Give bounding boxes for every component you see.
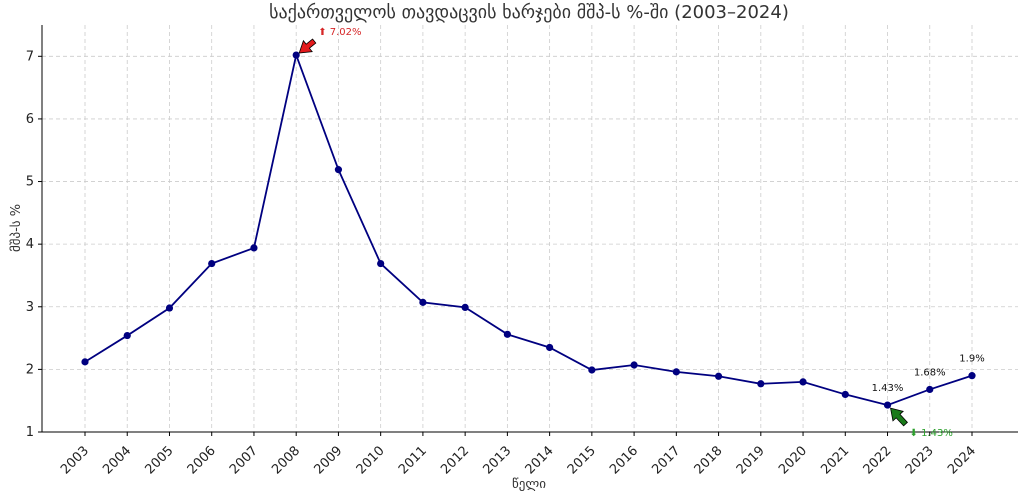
x-tick-label: 2024 xyxy=(945,443,979,477)
x-tick-label: 2006 xyxy=(185,443,219,477)
x-tick-label: 2013 xyxy=(480,443,514,477)
y-tick-label: 4 xyxy=(26,237,34,252)
x-tick-label: 2017 xyxy=(649,443,683,477)
y-tick-label: 1 xyxy=(26,425,34,440)
y-tick-label: 6 xyxy=(26,112,34,127)
x-tick-label: 2014 xyxy=(523,443,557,477)
data-point xyxy=(672,368,680,376)
min-annotation-label: ⬇ 1.43% xyxy=(910,428,953,439)
x-tick-label: 2005 xyxy=(143,443,177,477)
data-point xyxy=(757,380,765,388)
data-point xyxy=(334,166,343,174)
data-point xyxy=(165,304,174,312)
max-annotation-arrow xyxy=(298,38,317,54)
data-point xyxy=(588,366,596,374)
data-point xyxy=(81,358,89,366)
data-point xyxy=(926,385,934,394)
y-tick-label: 2 xyxy=(26,362,34,377)
data-label: 1.9% xyxy=(959,354,984,365)
data-label: 1.43% xyxy=(872,383,904,394)
y-tick-label: 7 xyxy=(26,49,34,64)
x-tick-label: 2004 xyxy=(100,443,134,477)
data-point xyxy=(292,51,300,59)
y-tick-label: 5 xyxy=(26,175,34,190)
data-point xyxy=(377,259,385,268)
x-tick-label: 2018 xyxy=(692,443,726,477)
x-tick-label: 2021 xyxy=(818,443,852,477)
x-tick-label: 2008 xyxy=(269,443,303,477)
x-tick-label: 2007 xyxy=(227,443,261,477)
x-tick-label: 2009 xyxy=(311,443,345,477)
data-point xyxy=(503,330,511,338)
series xyxy=(81,51,976,409)
data-labels: 1.43% 1.68% 1.9% xyxy=(872,354,985,394)
data-point xyxy=(799,378,807,386)
data-point xyxy=(123,331,131,340)
x-tick-label: 2023 xyxy=(903,443,937,477)
data-point xyxy=(968,372,976,380)
data-point xyxy=(630,361,638,369)
x-axis-label: წელი xyxy=(512,477,546,491)
x-tick-label: 2016 xyxy=(607,443,641,477)
x-tick-label: 2019 xyxy=(734,443,768,477)
x-tick-label: 2010 xyxy=(354,443,388,477)
x-tick-label: 2022 xyxy=(861,443,895,477)
data-point xyxy=(461,303,469,311)
annotations: ⬆ 7.02% ⬇ 1.43% xyxy=(298,27,953,439)
y-tick-label: 3 xyxy=(26,300,34,315)
x-tick-label: 2011 xyxy=(396,443,430,477)
chart-title: საქართველოს თავდაცვის ხარჯები მშპ-ს %-ში… xyxy=(269,2,789,23)
data-point xyxy=(546,343,554,352)
x-tick-label: 2020 xyxy=(776,443,810,477)
x-tick-label: 2015 xyxy=(565,443,599,477)
max-annotation-label: ⬆ 7.02% xyxy=(318,27,361,38)
grid xyxy=(42,25,1018,433)
axes xyxy=(38,25,1018,436)
min-annotation-arrow xyxy=(890,407,908,427)
data-point xyxy=(883,401,892,409)
data-label: 1.68% xyxy=(914,367,946,378)
x-tick-label: 2012 xyxy=(438,443,472,477)
x-tick-label: 2003 xyxy=(58,443,92,477)
y-axis-label: მშპ-ს % xyxy=(9,204,24,252)
series-line xyxy=(84,51,973,407)
data-point xyxy=(841,390,849,399)
data-point xyxy=(250,244,258,252)
tick-labels: 2003 2004 2005 2006 2007 2008 2009 2010 2011 2012… xyxy=(26,49,979,477)
data-point xyxy=(714,372,723,380)
data-point xyxy=(419,298,427,306)
data-point xyxy=(208,259,216,268)
